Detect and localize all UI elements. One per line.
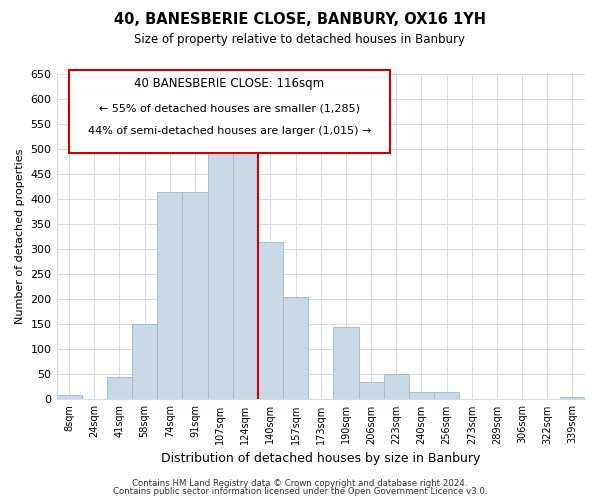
Text: Size of property relative to detached houses in Banbury: Size of property relative to detached ho… [134, 32, 466, 46]
Text: Contains HM Land Registry data © Crown copyright and database right 2024.: Contains HM Land Registry data © Crown c… [132, 478, 468, 488]
X-axis label: Distribution of detached houses by size in Banbury: Distribution of detached houses by size … [161, 452, 481, 465]
Bar [56, 396, 82, 400]
Bar [409, 392, 434, 400]
Bar [383, 374, 409, 400]
Bar [233, 134, 258, 400]
Bar [208, 134, 233, 400]
Bar [157, 192, 182, 400]
Bar [107, 377, 132, 400]
Bar [283, 297, 308, 400]
Bar [182, 192, 208, 400]
Text: 40 BANESBERIE CLOSE: 116sqm: 40 BANESBERIE CLOSE: 116sqm [134, 78, 325, 90]
Text: 44% of semi-detached houses are larger (1,015) →: 44% of semi-detached houses are larger (… [88, 126, 371, 136]
Bar [132, 324, 157, 400]
Text: Contains public sector information licensed under the Open Government Licence v3: Contains public sector information licen… [113, 487, 487, 496]
Y-axis label: Number of detached properties: Number of detached properties [15, 149, 25, 324]
Text: 40, BANESBERIE CLOSE, BANBURY, OX16 1YH: 40, BANESBERIE CLOSE, BANBURY, OX16 1YH [114, 12, 486, 28]
Bar [560, 397, 585, 400]
Bar [359, 382, 383, 400]
Bar [434, 392, 459, 400]
Text: ← 55% of detached houses are smaller (1,285): ← 55% of detached houses are smaller (1,… [99, 104, 360, 114]
Bar [258, 242, 283, 400]
Bar [334, 327, 359, 400]
